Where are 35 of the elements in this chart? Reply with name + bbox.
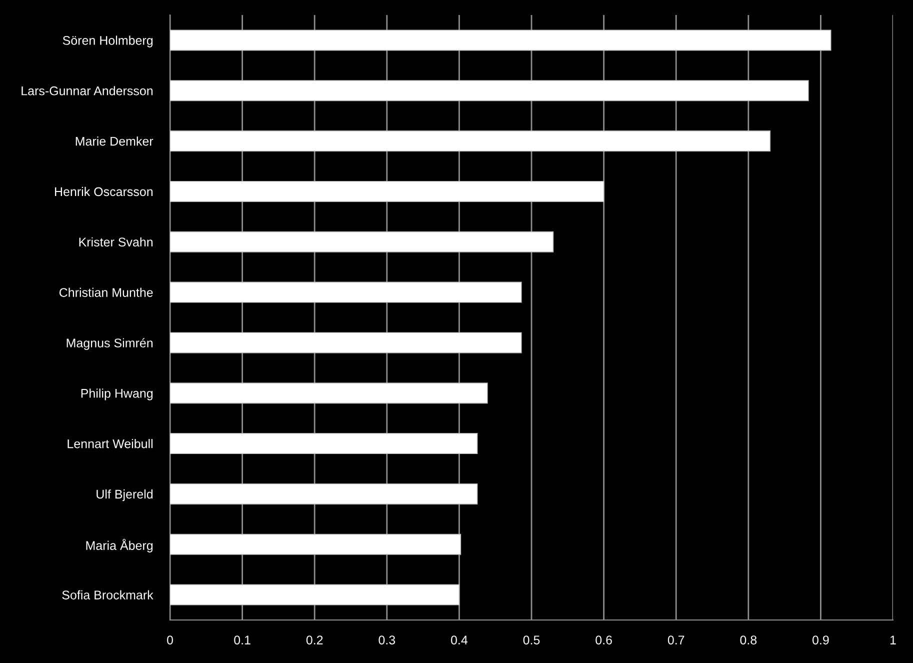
x-tick-label: 0.3 <box>378 636 396 644</box>
bar <box>170 180 604 202</box>
y-tick-label: Marie Demker <box>76 136 154 146</box>
x-tick-label: 0.8 <box>740 636 757 644</box>
y-tick-label: Christian Munthe <box>59 288 153 297</box>
y-tick-label: Lennart Weibull <box>68 439 153 448</box>
y-tick-label: Maria Åberg <box>86 538 153 552</box>
bar <box>170 130 771 152</box>
bar <box>170 584 460 606</box>
y-tick-label: Philip Hwang <box>81 388 153 400</box>
y-tick-label: Krister Svahn <box>79 237 153 247</box>
bar <box>170 80 809 102</box>
bar <box>170 483 478 504</box>
y-tick-label: Sofia Brockmark <box>62 590 154 600</box>
bar <box>170 433 478 454</box>
y-tick-label: Magnus Simrén <box>66 338 153 350</box>
x-tick-label: 0.4 <box>451 636 468 644</box>
y-tick-label: Lars-Gunnar Andersson <box>22 86 153 96</box>
bar <box>170 282 522 303</box>
bar <box>170 332 522 354</box>
bar <box>170 382 488 404</box>
y-tick-label: Henrik Oscarsson <box>55 186 153 196</box>
bar <box>170 534 462 555</box>
y-tick-label: Ulf Bjereld <box>96 489 153 502</box>
bar <box>170 231 554 252</box>
x-tick-label: 0.6 <box>596 636 612 644</box>
x-tick-label: 0.9 <box>812 636 829 644</box>
y-tick-label: Sören Holmberg <box>62 36 153 48</box>
x-tick-label: 0.2 <box>306 636 323 644</box>
x-tick-label: 0.5 <box>523 636 540 644</box>
x-tick-label: 0 <box>167 636 173 644</box>
x-tick-label: 1 <box>890 636 896 644</box>
x-tick-label: 0.7 <box>668 636 684 644</box>
bar <box>170 30 832 51</box>
x-tick-label: 0.1 <box>234 636 250 644</box>
